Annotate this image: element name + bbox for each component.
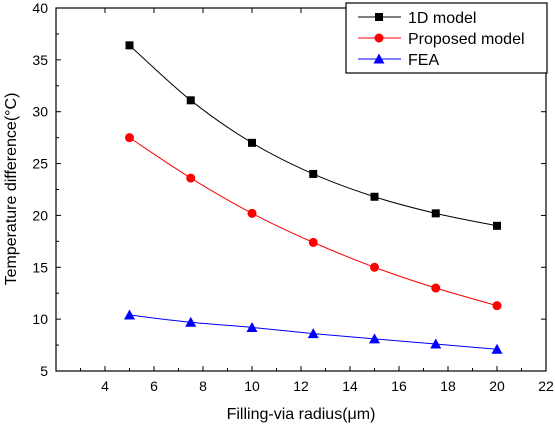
legend: 1D model Proposed model FEA: [345, 2, 548, 74]
y-tick-label: 20: [32, 207, 48, 223]
x-tick-label: 6: [150, 378, 158, 394]
y-tick-label: 30: [32, 104, 48, 120]
data-point: [248, 138, 256, 147]
y-tick-label: 10: [32, 311, 48, 327]
data-point: [493, 221, 501, 230]
series-1: [125, 133, 502, 311]
data-point: [370, 262, 379, 272]
x-axis-label: Filling-via radius(μm): [227, 406, 376, 423]
data-point: [430, 338, 442, 349]
data-point: [369, 333, 380, 344]
data-point: [309, 169, 318, 178]
legend-marker: [373, 53, 385, 64]
legend-label: FEA: [408, 52, 439, 69]
data-point: [125, 133, 134, 143]
data-point: [186, 96, 195, 105]
x-tick-label: 10: [244, 378, 260, 394]
y-tick-label: 5: [40, 363, 48, 379]
data-point: [247, 208, 257, 218]
data-point: [492, 301, 502, 311]
data-point: [491, 343, 503, 354]
x-tick-label: 22: [538, 378, 554, 394]
x-tick-label: 4: [101, 378, 109, 394]
data-point: [307, 328, 319, 339]
data-point: [186, 173, 196, 183]
data-point: [431, 209, 440, 218]
legend-item: FEA: [358, 52, 439, 69]
y-axis-label: Temperature difference(°C): [3, 93, 20, 286]
x-tick-label: 14: [342, 378, 358, 394]
legend-item: 1D model: [358, 10, 476, 27]
legend-marker: [374, 33, 384, 43]
legend-label: 1D model: [408, 10, 476, 27]
x-tick-label: 20: [489, 378, 505, 394]
x-tick-label: 16: [391, 378, 407, 394]
series-0: [125, 41, 501, 230]
legend-marker: [375, 13, 383, 21]
legend-item: Proposed model: [358, 31, 525, 48]
y-tick-label: 15: [32, 259, 48, 275]
legend-label: Proposed model: [408, 31, 525, 48]
y-tick-label: 25: [32, 156, 48, 172]
x-tick-label: 12: [293, 378, 309, 394]
y-tick-label: 40: [32, 0, 48, 16]
data-point: [431, 283, 441, 293]
data-point: [246, 321, 258, 332]
series-layer: [124, 41, 503, 354]
x-tick-label: 18: [440, 378, 456, 394]
series-2: [124, 309, 503, 354]
x-tick-label: 8: [199, 378, 207, 394]
series-line: [129, 137, 498, 307]
data-point: [125, 41, 134, 50]
data-point: [370, 192, 379, 201]
data-point: [124, 309, 135, 320]
axis-ticks: 4 6 8 10 12 14 16 18 20 22 5 10 15 20 25 30 35 40: [32, 0, 554, 394]
data-point: [308, 237, 318, 247]
data-point: [185, 316, 197, 327]
y-tick-label: 35: [32, 52, 48, 68]
